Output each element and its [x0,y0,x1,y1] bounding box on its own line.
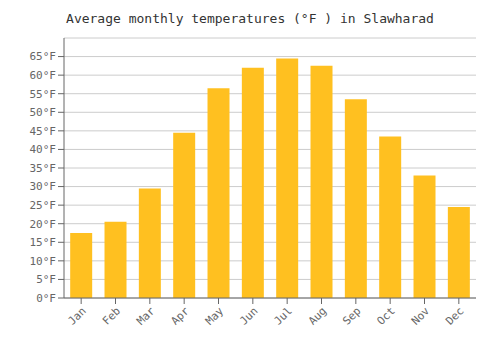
svg-text:40°F: 40°F [30,143,57,156]
svg-text:Apr: Apr [169,304,193,328]
svg-text:Aug: Aug [306,304,329,327]
svg-text:May: May [203,304,227,328]
svg-text:45°F: 45°F [30,125,57,138]
svg-text:Jan: Jan [66,304,89,327]
svg-text:5°F: 5°F [36,273,56,286]
svg-text:Dec: Dec [443,304,466,327]
svg-text:55°F: 55°F [30,88,57,101]
svg-text:Feb: Feb [100,304,123,327]
svg-text:35°F: 35°F [30,162,57,175]
svg-text:20°F: 20°F [30,218,57,231]
svg-text:Nov: Nov [409,304,433,328]
html-text:Average monthly temperatures (: Average monthly temperatures (°F ) in Sl… [66,11,434,26]
svg-text:50°F: 50°F [30,106,57,119]
svg-text:Oct: Oct [375,304,398,327]
svg-text:15°F: 15°F [30,236,57,249]
svg-text:65°F: 65°F [30,50,57,63]
svg-text:30°F: 30°F [30,180,57,193]
svg-text:Mar: Mar [134,304,158,328]
svg-text:25°F: 25°F [30,199,57,212]
svg-text:Sep: Sep [340,304,363,327]
svg-text:0°F: 0°F [36,292,56,305]
svg-text:Jun: Jun [237,304,260,327]
svg-text:60°F: 60°F [30,69,57,82]
svg-text:Jul: Jul [272,304,295,327]
svg-text:10°F: 10°F [30,255,57,268]
